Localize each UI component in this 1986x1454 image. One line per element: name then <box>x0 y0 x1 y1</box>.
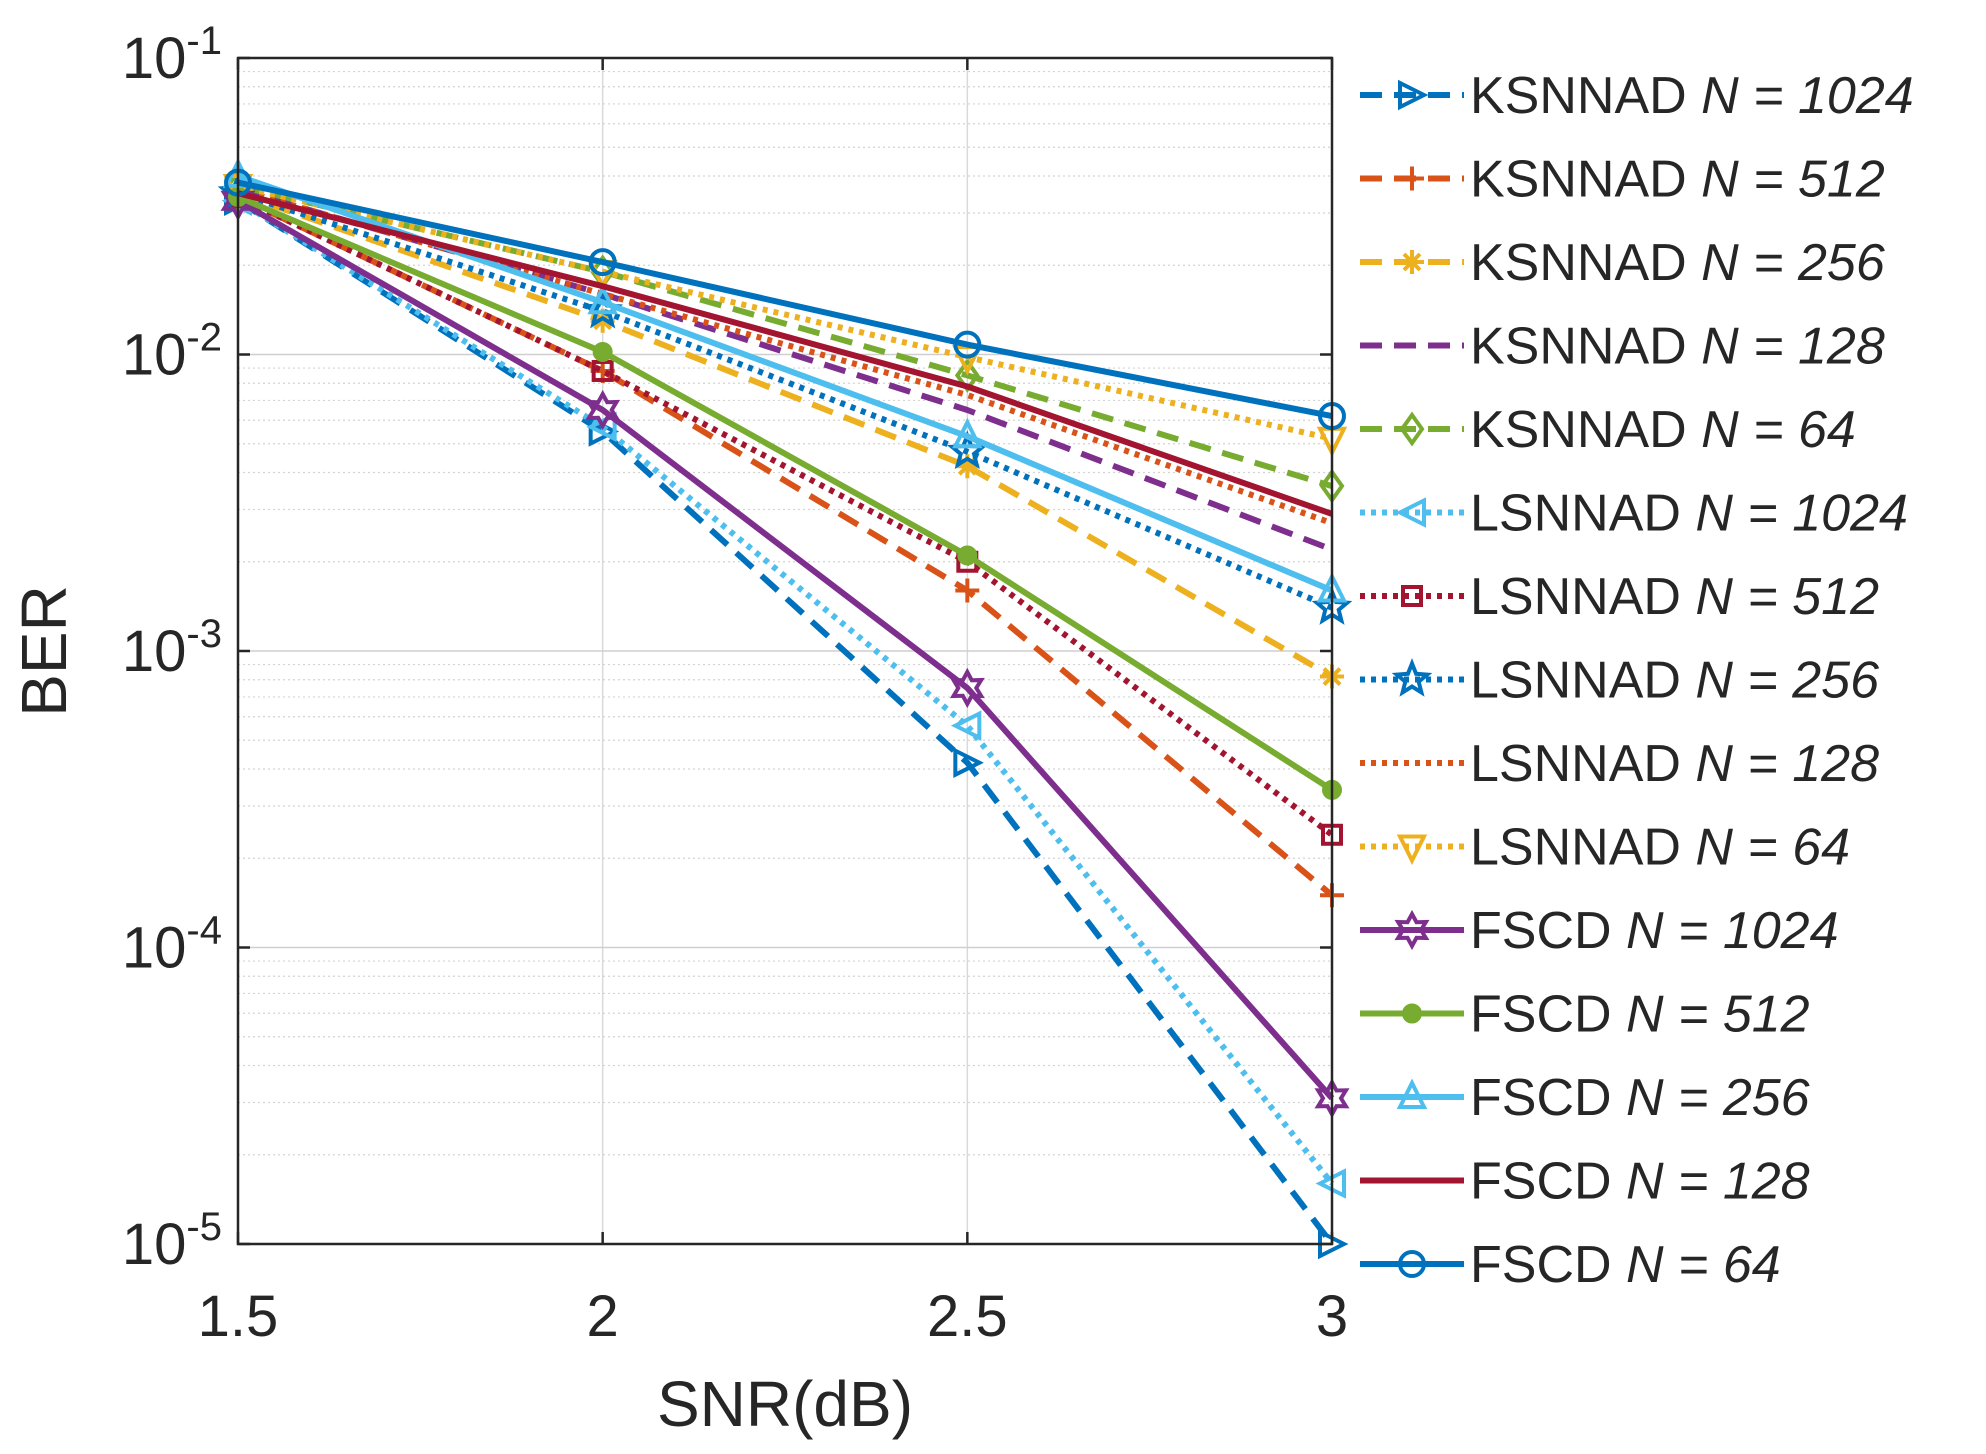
series-group <box>217 157 1353 1260</box>
marker-triangle-right <box>953 747 984 778</box>
series-line <box>236 198 1335 1186</box>
marker-dot <box>1402 1003 1422 1024</box>
series-line <box>236 198 1335 1101</box>
x-tick-label: 3 <box>1316 1284 1348 1349</box>
y-tick-label: 10-2 <box>122 316 222 388</box>
x-tick-label: 1.5 <box>198 1284 279 1349</box>
legend-item: LSNNAD N = 256 <box>1360 652 1879 710</box>
series-fscd-n128 <box>237 190 1333 517</box>
marker-triangle-left <box>586 411 617 443</box>
y-tick-label: 10-1 <box>122 19 222 91</box>
marker-triangle-left <box>1395 497 1426 528</box>
marker-circle <box>588 248 617 277</box>
marker-asterisk <box>1400 250 1424 274</box>
marker-plus <box>1400 166 1424 191</box>
marker-triangle-up <box>587 283 618 315</box>
legend-item: LSNNAD N = 64 <box>1360 819 1850 877</box>
marker-square <box>591 359 614 382</box>
series-line <box>237 190 1334 680</box>
x-axis-ticks: 1.5 2 2.5 3 <box>198 58 1348 1349</box>
series-line <box>236 198 1335 1246</box>
series-line <box>236 194 1334 898</box>
y-axis-ticks: 10-5 10-4 10-3 10-2 10-1 <box>122 19 1332 1277</box>
legend-label: LSNNAD N = 64 <box>1470 819 1850 877</box>
marker-triangle-down <box>1396 834 1428 865</box>
x-tick-label: 2 <box>587 1284 619 1349</box>
marker-diamond <box>1399 411 1425 447</box>
legend-item: FSCD N = 256 <box>1360 1069 1810 1127</box>
marker-hexagram <box>1394 909 1430 951</box>
series-line <box>237 190 1333 517</box>
legend-label: FSCD N = 1024 <box>1470 902 1839 960</box>
series-line <box>237 179 1333 420</box>
legend-label: KSNNAD N = 256 <box>1470 234 1885 292</box>
marker-circle <box>953 330 982 359</box>
legend-label: FSCD N = 64 <box>1470 1236 1781 1294</box>
y-tick-label: 10-5 <box>122 1205 222 1277</box>
series-line <box>236 194 1334 793</box>
marker-triangle-up <box>1396 1078 1428 1109</box>
marker-triangle-right <box>1398 79 1429 111</box>
legend-item: FSCD N = 1024 <box>1360 902 1839 960</box>
marker-triangle-left <box>950 710 982 741</box>
marker-circle <box>1398 1250 1426 1278</box>
legend-label: KSNNAD N = 1024 <box>1470 67 1914 125</box>
legend-item: KSNNAD N = 128 <box>1360 318 1885 376</box>
series-line <box>236 194 1334 838</box>
x-axis-label: SNR(dB) <box>657 1368 913 1440</box>
legend-label: KSNNAD N = 512 <box>1470 151 1885 209</box>
y-tick-label: 10-3 <box>122 612 222 684</box>
legend-item: KSNNAD N = 256 <box>1360 234 1885 292</box>
marker-star <box>1391 658 1433 697</box>
marker-dot <box>957 545 978 566</box>
legend-label: FSCD N = 256 <box>1470 1069 1810 1127</box>
legend-item: LSNNAD N = 512 <box>1360 568 1879 626</box>
series-line <box>237 183 1333 442</box>
legend-item: KSNNAD N = 64 <box>1360 401 1856 459</box>
legend-item: KSNNAD N = 512 <box>1360 151 1885 209</box>
legend-item: FSCD N = 64 <box>1360 1236 1781 1294</box>
grid <box>237 58 1333 1244</box>
series-line <box>237 190 1334 611</box>
x-tick-label: 2.5 <box>927 1284 1008 1349</box>
legend: KSNNAD N = 1024 KSNNAD N = 512 KSNNAD N = … <box>1360 67 1914 1294</box>
y-tick-label: 10-4 <box>122 909 222 981</box>
legend-item: LSNNAD N = 128 <box>1360 735 1879 793</box>
y-axis-label: BER <box>8 585 80 717</box>
marker-square <box>1401 585 1423 607</box>
legend-item: FSCD N = 128 <box>1360 1153 1810 1211</box>
marker-hexagram <box>949 667 985 709</box>
legend-label: LSNNAD N = 256 <box>1470 652 1879 710</box>
marker-triangle-up <box>952 417 983 449</box>
legend-label: KSNNAD N = 128 <box>1470 318 1885 376</box>
marker-plus <box>955 578 980 603</box>
legend-label: FSCD N = 128 <box>1470 1153 1810 1211</box>
legend-item: LSNNAD N = 1024 <box>1360 485 1908 543</box>
marker-hexagram <box>585 389 621 431</box>
legend-item: FSCD N = 512 <box>1360 986 1810 1044</box>
legend-label: LSNNAD N = 128 <box>1470 735 1879 793</box>
legend-label: LSNNAD N = 1024 <box>1470 485 1908 543</box>
legend-item: KSNNAD N = 1024 <box>1360 67 1914 125</box>
legend-label: LSNNAD N = 512 <box>1470 568 1879 626</box>
legend-label: FSCD N = 512 <box>1470 986 1810 1044</box>
marker-asterisk <box>955 454 980 479</box>
marker-dot <box>592 341 613 362</box>
legend-label: KSNNAD N = 64 <box>1470 401 1856 459</box>
marker-asterisk <box>590 308 615 333</box>
